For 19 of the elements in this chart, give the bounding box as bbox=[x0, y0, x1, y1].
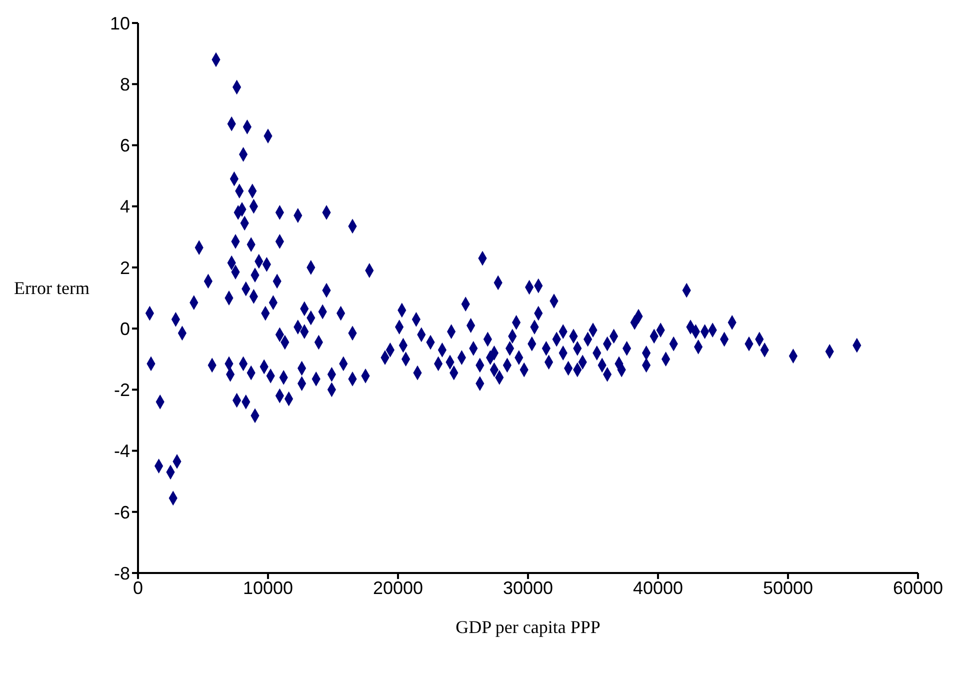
y-tick-label: 0 bbox=[120, 318, 130, 339]
x-tick-label: 60000 bbox=[892, 578, 944, 598]
x-tick-label: 30000 bbox=[502, 578, 554, 598]
y-axis-title: Error term bbox=[14, 278, 90, 299]
x-tick-label: 20000 bbox=[372, 578, 424, 598]
x-tick-label: 40000 bbox=[632, 578, 684, 598]
y-tick-label: 6 bbox=[120, 136, 130, 156]
y-tick-label: 8 bbox=[120, 74, 130, 94]
x-tick-label: 50000 bbox=[762, 578, 814, 598]
x-tick-label: 10000 bbox=[242, 578, 294, 598]
y-tick-label: -6 bbox=[114, 502, 130, 522]
y-tick-label: 4 bbox=[120, 196, 130, 217]
y-tick-label: 2 bbox=[120, 258, 130, 278]
y-tick-label: -8 bbox=[114, 563, 130, 584]
x-tick-label: 0 bbox=[132, 578, 144, 598]
y-tick-label: -2 bbox=[114, 380, 130, 400]
x-axis-title: GDP per capita PPP bbox=[456, 617, 600, 637]
y-tick-label: -4 bbox=[114, 441, 130, 462]
y-tick-label: 10 bbox=[110, 13, 130, 34]
